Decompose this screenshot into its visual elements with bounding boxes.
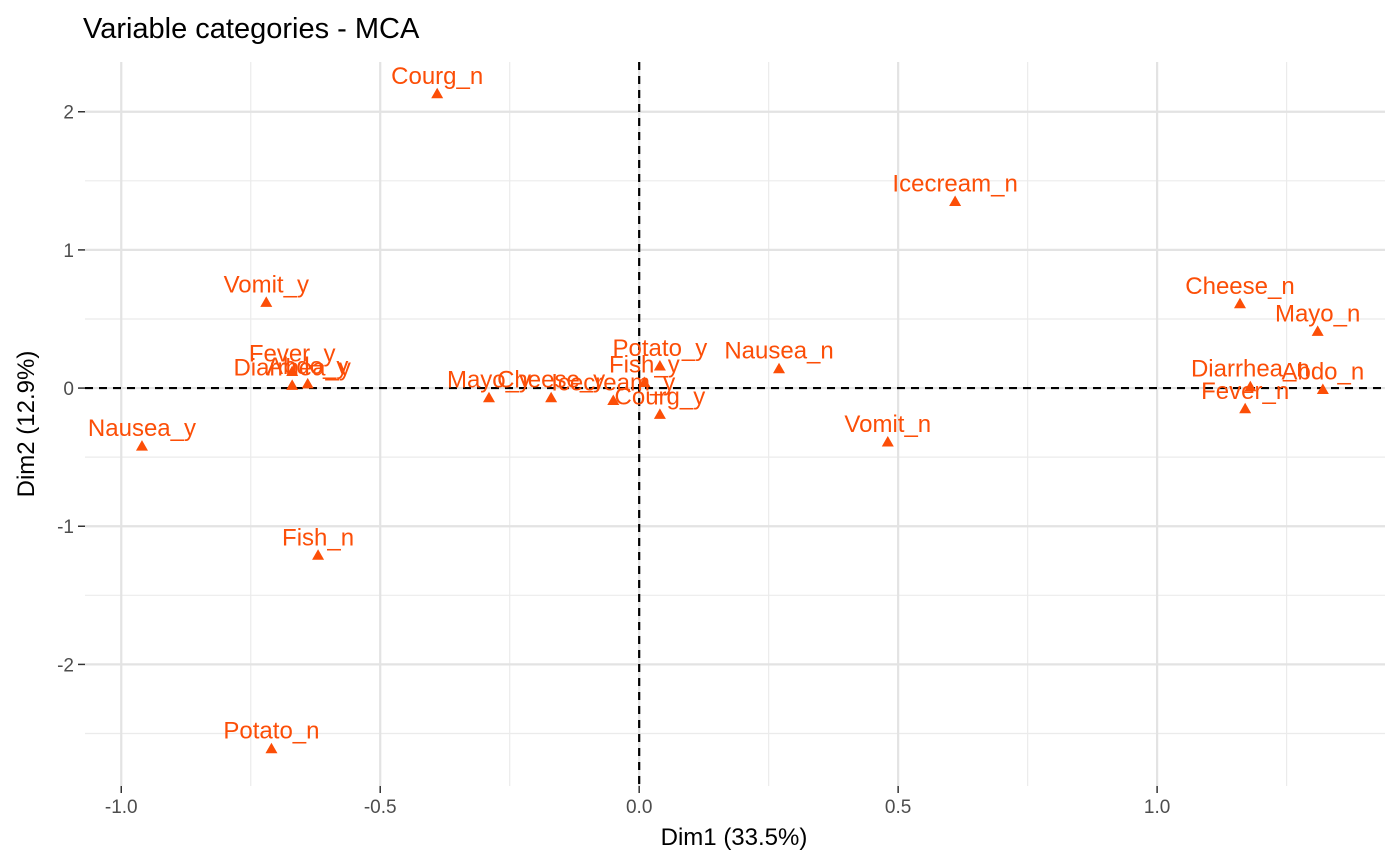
label-fish-y: Fish_y (609, 352, 680, 379)
point-mayo-y (482, 391, 495, 403)
label-nausea-y: Nausea_y (88, 415, 196, 442)
label-vomit-y: Vomit_y (224, 271, 309, 298)
data-points (135, 87, 1329, 754)
label-vomit-n: Vomit_n (844, 411, 931, 438)
point-mayo-n (1311, 325, 1324, 336)
label-fever-n: Fever_n (1201, 378, 1289, 405)
label-abdo-n: Abdo_n (1281, 358, 1364, 385)
point-potato-n (265, 742, 278, 754)
point-vomit-n (881, 435, 894, 447)
major-gridlines (85, 62, 1385, 786)
label-fish-n: Fish_n (282, 524, 354, 551)
x-axis-ticks: -1.0 -0.5 0.0 0.5 1.0 (105, 786, 1170, 818)
minor-gridlines (85, 62, 1385, 786)
label-icecream-y: Icecream_y (551, 370, 675, 397)
label-mayo-n: Mayo_n (1275, 300, 1360, 327)
point-icecream-n (949, 195, 962, 207)
x-tick-label: 0.5 (885, 797, 911, 818)
y-tick-label: 2 (63, 103, 74, 124)
label-courg-n: Courg_n (391, 63, 483, 90)
point-fish-y (638, 376, 651, 388)
point-nausea-y (135, 440, 148, 451)
label-mayo-y: Mayo_y (447, 367, 531, 394)
label-nausea-n: Nausea_n (724, 338, 833, 365)
point-potato-y (653, 359, 666, 371)
label-potato-y: Potato_y (613, 335, 708, 362)
point-cheese-y (545, 391, 558, 403)
point-diarrhea-y (286, 379, 299, 390)
y-tick-label: 0 (63, 379, 74, 400)
label-cheese-n: Cheese_n (1185, 273, 1294, 300)
label-abdo-y: Abdo_y (267, 353, 348, 380)
point-abdo-y (301, 377, 314, 389)
point-fish-n (312, 549, 325, 560)
label-diarrhea-n: Diarrhea_n (1191, 356, 1310, 383)
x-tick-label: 1.0 (1144, 797, 1170, 818)
point-cheese-n (1233, 297, 1246, 309)
y-tick-label: -2 (57, 655, 74, 676)
point-fever-y (286, 365, 299, 376)
label-courg-y: Courg_y (615, 383, 706, 410)
x-tick-label: 0.0 (626, 797, 652, 818)
x-tick-label: -1.0 (105, 797, 138, 818)
label-fever-y: Fever_y (249, 340, 336, 367)
reference-lines (85, 62, 1385, 786)
label-icecream-n: Icecream_n (892, 171, 1017, 198)
point-courg-y (653, 408, 666, 419)
y-axis-title: Dim2 (12.9%) (13, 351, 40, 498)
label-cheese-y: Cheese_y (497, 367, 605, 394)
y-tick-label: 1 (63, 241, 74, 262)
point-nausea-n (773, 362, 786, 374)
label-potato-n: Potato_n (223, 718, 319, 745)
x-tick-label: -0.5 (364, 797, 397, 818)
chart-title: Variable categories - MCA (83, 13, 420, 45)
point-courg-n (431, 87, 444, 99)
point-fever-n (1239, 402, 1252, 414)
y-tick-label: -1 (57, 517, 74, 538)
point-icecream-y (607, 394, 620, 406)
point-diarrhea-n (1244, 380, 1257, 392)
label-diarrhea-y: Diarrhea_y (233, 354, 350, 381)
point-abdo-n (1316, 383, 1329, 394)
y-axis-ticks: -2 -1 0 1 2 (57, 103, 85, 676)
point-vomit-y (260, 296, 273, 307)
x-axis-title: Dim1 (33.5%) (661, 824, 808, 851)
